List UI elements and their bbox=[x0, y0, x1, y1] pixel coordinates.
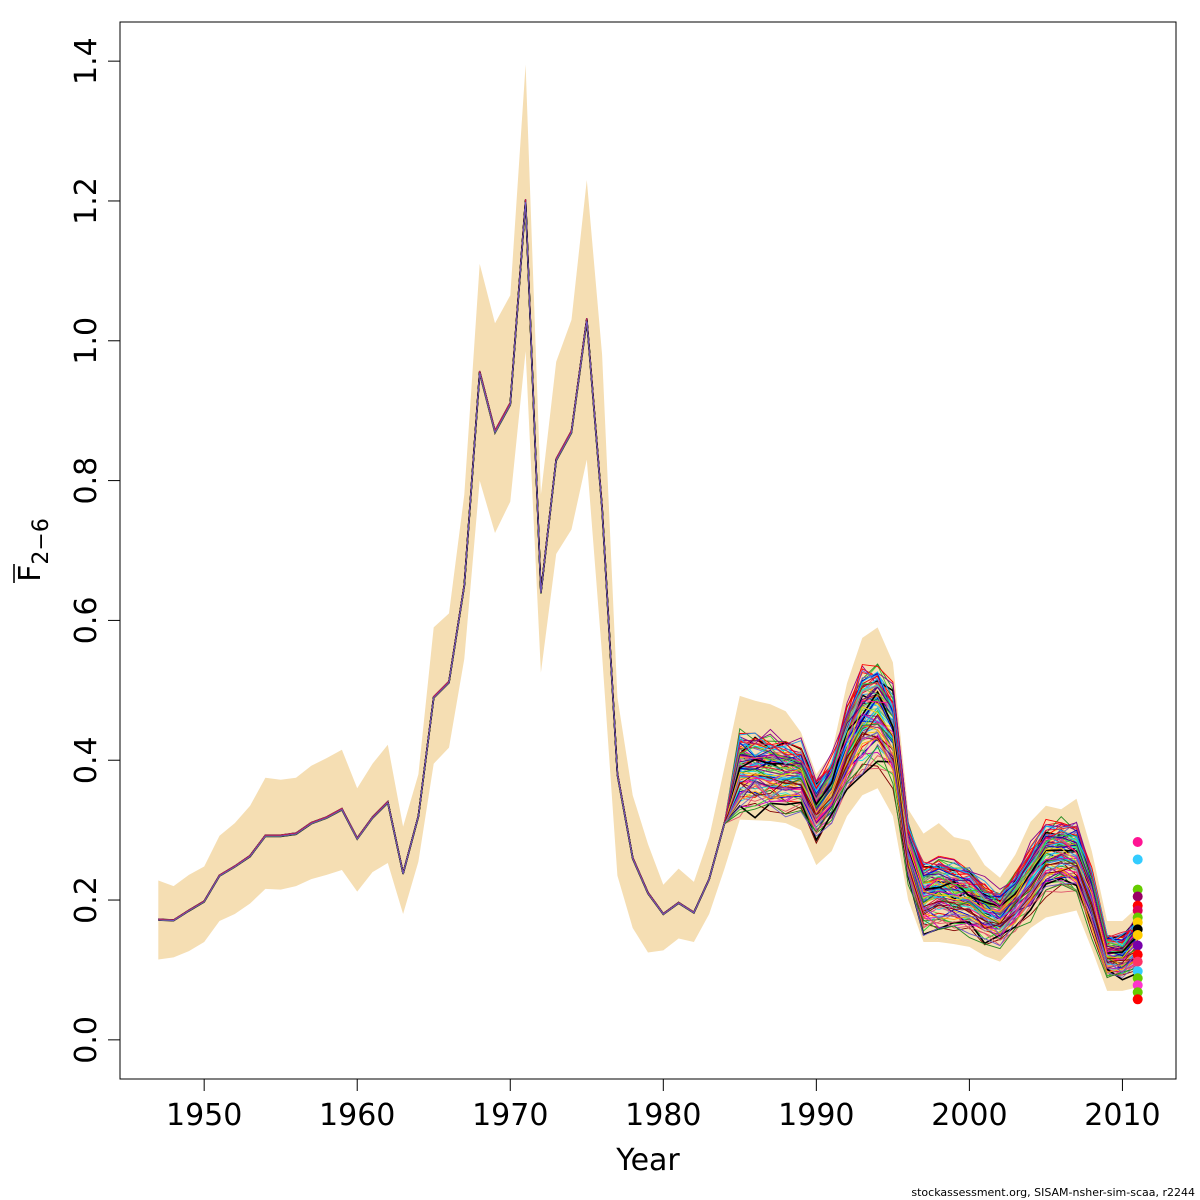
series-line bbox=[158, 201, 1139, 974]
x-tick-label: 1950 bbox=[166, 1098, 242, 1133]
endpoint-point bbox=[1132, 891, 1143, 902]
confidence-band bbox=[158, 64, 1138, 991]
x-tick-label: 1970 bbox=[472, 1098, 548, 1133]
y-axis-title-sub: 2−6 bbox=[29, 518, 54, 564]
footer-credit: stockassessment.org, SISAM-nsher-sim-sca… bbox=[911, 1186, 1195, 1199]
y-axis-title: F2−6 bbox=[13, 518, 54, 583]
endpoint-point bbox=[1132, 949, 1143, 960]
y-tick-label: 0.6 bbox=[69, 597, 104, 645]
y-tick-label: 1.4 bbox=[69, 37, 104, 85]
y-tick-label: 0.2 bbox=[69, 876, 104, 924]
y-tick-label: 1.0 bbox=[69, 317, 104, 365]
x-tick-label: 2000 bbox=[931, 1098, 1007, 1133]
y-tick-label: 0.0 bbox=[69, 1016, 104, 1064]
series-line bbox=[158, 199, 1138, 939]
endpoint-point bbox=[1132, 917, 1143, 928]
y-axis-title-main: F bbox=[13, 565, 48, 582]
y-tick-label: 0.8 bbox=[69, 457, 104, 505]
x-tick-label: 1980 bbox=[625, 1098, 701, 1133]
endpoint-point bbox=[1132, 837, 1143, 847]
y-tick-label: 0.4 bbox=[69, 736, 104, 784]
confidence-band-layer bbox=[158, 64, 1138, 991]
endpoint-points-layer bbox=[1132, 837, 1143, 1005]
x-tick-label: 1990 bbox=[778, 1098, 854, 1133]
svg-text:F2−6: F2−6 bbox=[13, 518, 54, 582]
series-lines-layer bbox=[158, 199, 1139, 981]
x-tick-label: 1960 bbox=[319, 1098, 395, 1133]
x-tick-label: 2010 bbox=[1084, 1098, 1160, 1133]
endpoint-point bbox=[1132, 930, 1143, 940]
endpoint-point bbox=[1132, 940, 1143, 951]
endpoint-point bbox=[1132, 884, 1143, 895]
endpoint-point bbox=[1132, 854, 1143, 865]
endpoint-point bbox=[1132, 956, 1143, 967]
x-axis: 1950 1960 1970 1980 1990 2000 2010 bbox=[166, 1078, 1161, 1133]
endpoint-point bbox=[1132, 973, 1143, 984]
endpoint-point bbox=[1132, 905, 1143, 916]
endpoint-point bbox=[1132, 987, 1143, 998]
y-tick-label: 1.2 bbox=[69, 177, 104, 225]
endpoint-point bbox=[1132, 966, 1143, 977]
y-axis: 0.0 0.2 0.4 0.6 0.8 1.0 1.2 1.4 bbox=[69, 37, 121, 1064]
endpoint-point bbox=[1132, 994, 1143, 1005]
x-axis-title: Year bbox=[615, 1143, 680, 1178]
endpoint-point bbox=[1132, 980, 1143, 991]
